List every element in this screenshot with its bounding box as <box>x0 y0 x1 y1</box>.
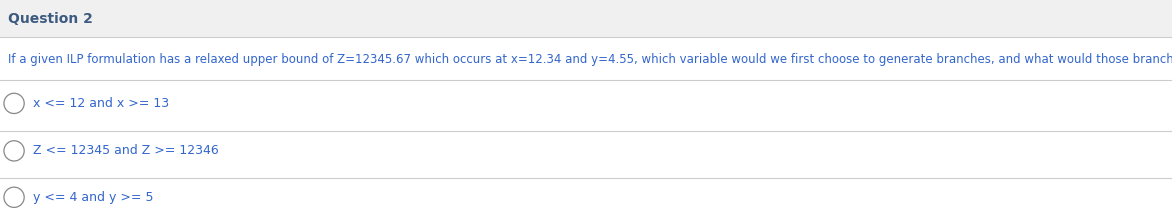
Text: y <= 4 and y >= 5: y <= 4 and y >= 5 <box>33 191 154 204</box>
Text: Z <= 12345 and Z >= 12346: Z <= 12345 and Z >= 12346 <box>33 144 218 157</box>
Text: Question 2: Question 2 <box>8 12 93 26</box>
Text: x <= 12 and x >= 13: x <= 12 and x >= 13 <box>33 97 169 110</box>
Bar <box>0 0 1172 37</box>
Text: If a given ILP formulation has a relaxed upper bound of Z=12345.67 which occurs : If a given ILP formulation has a relaxed… <box>8 53 1172 66</box>
